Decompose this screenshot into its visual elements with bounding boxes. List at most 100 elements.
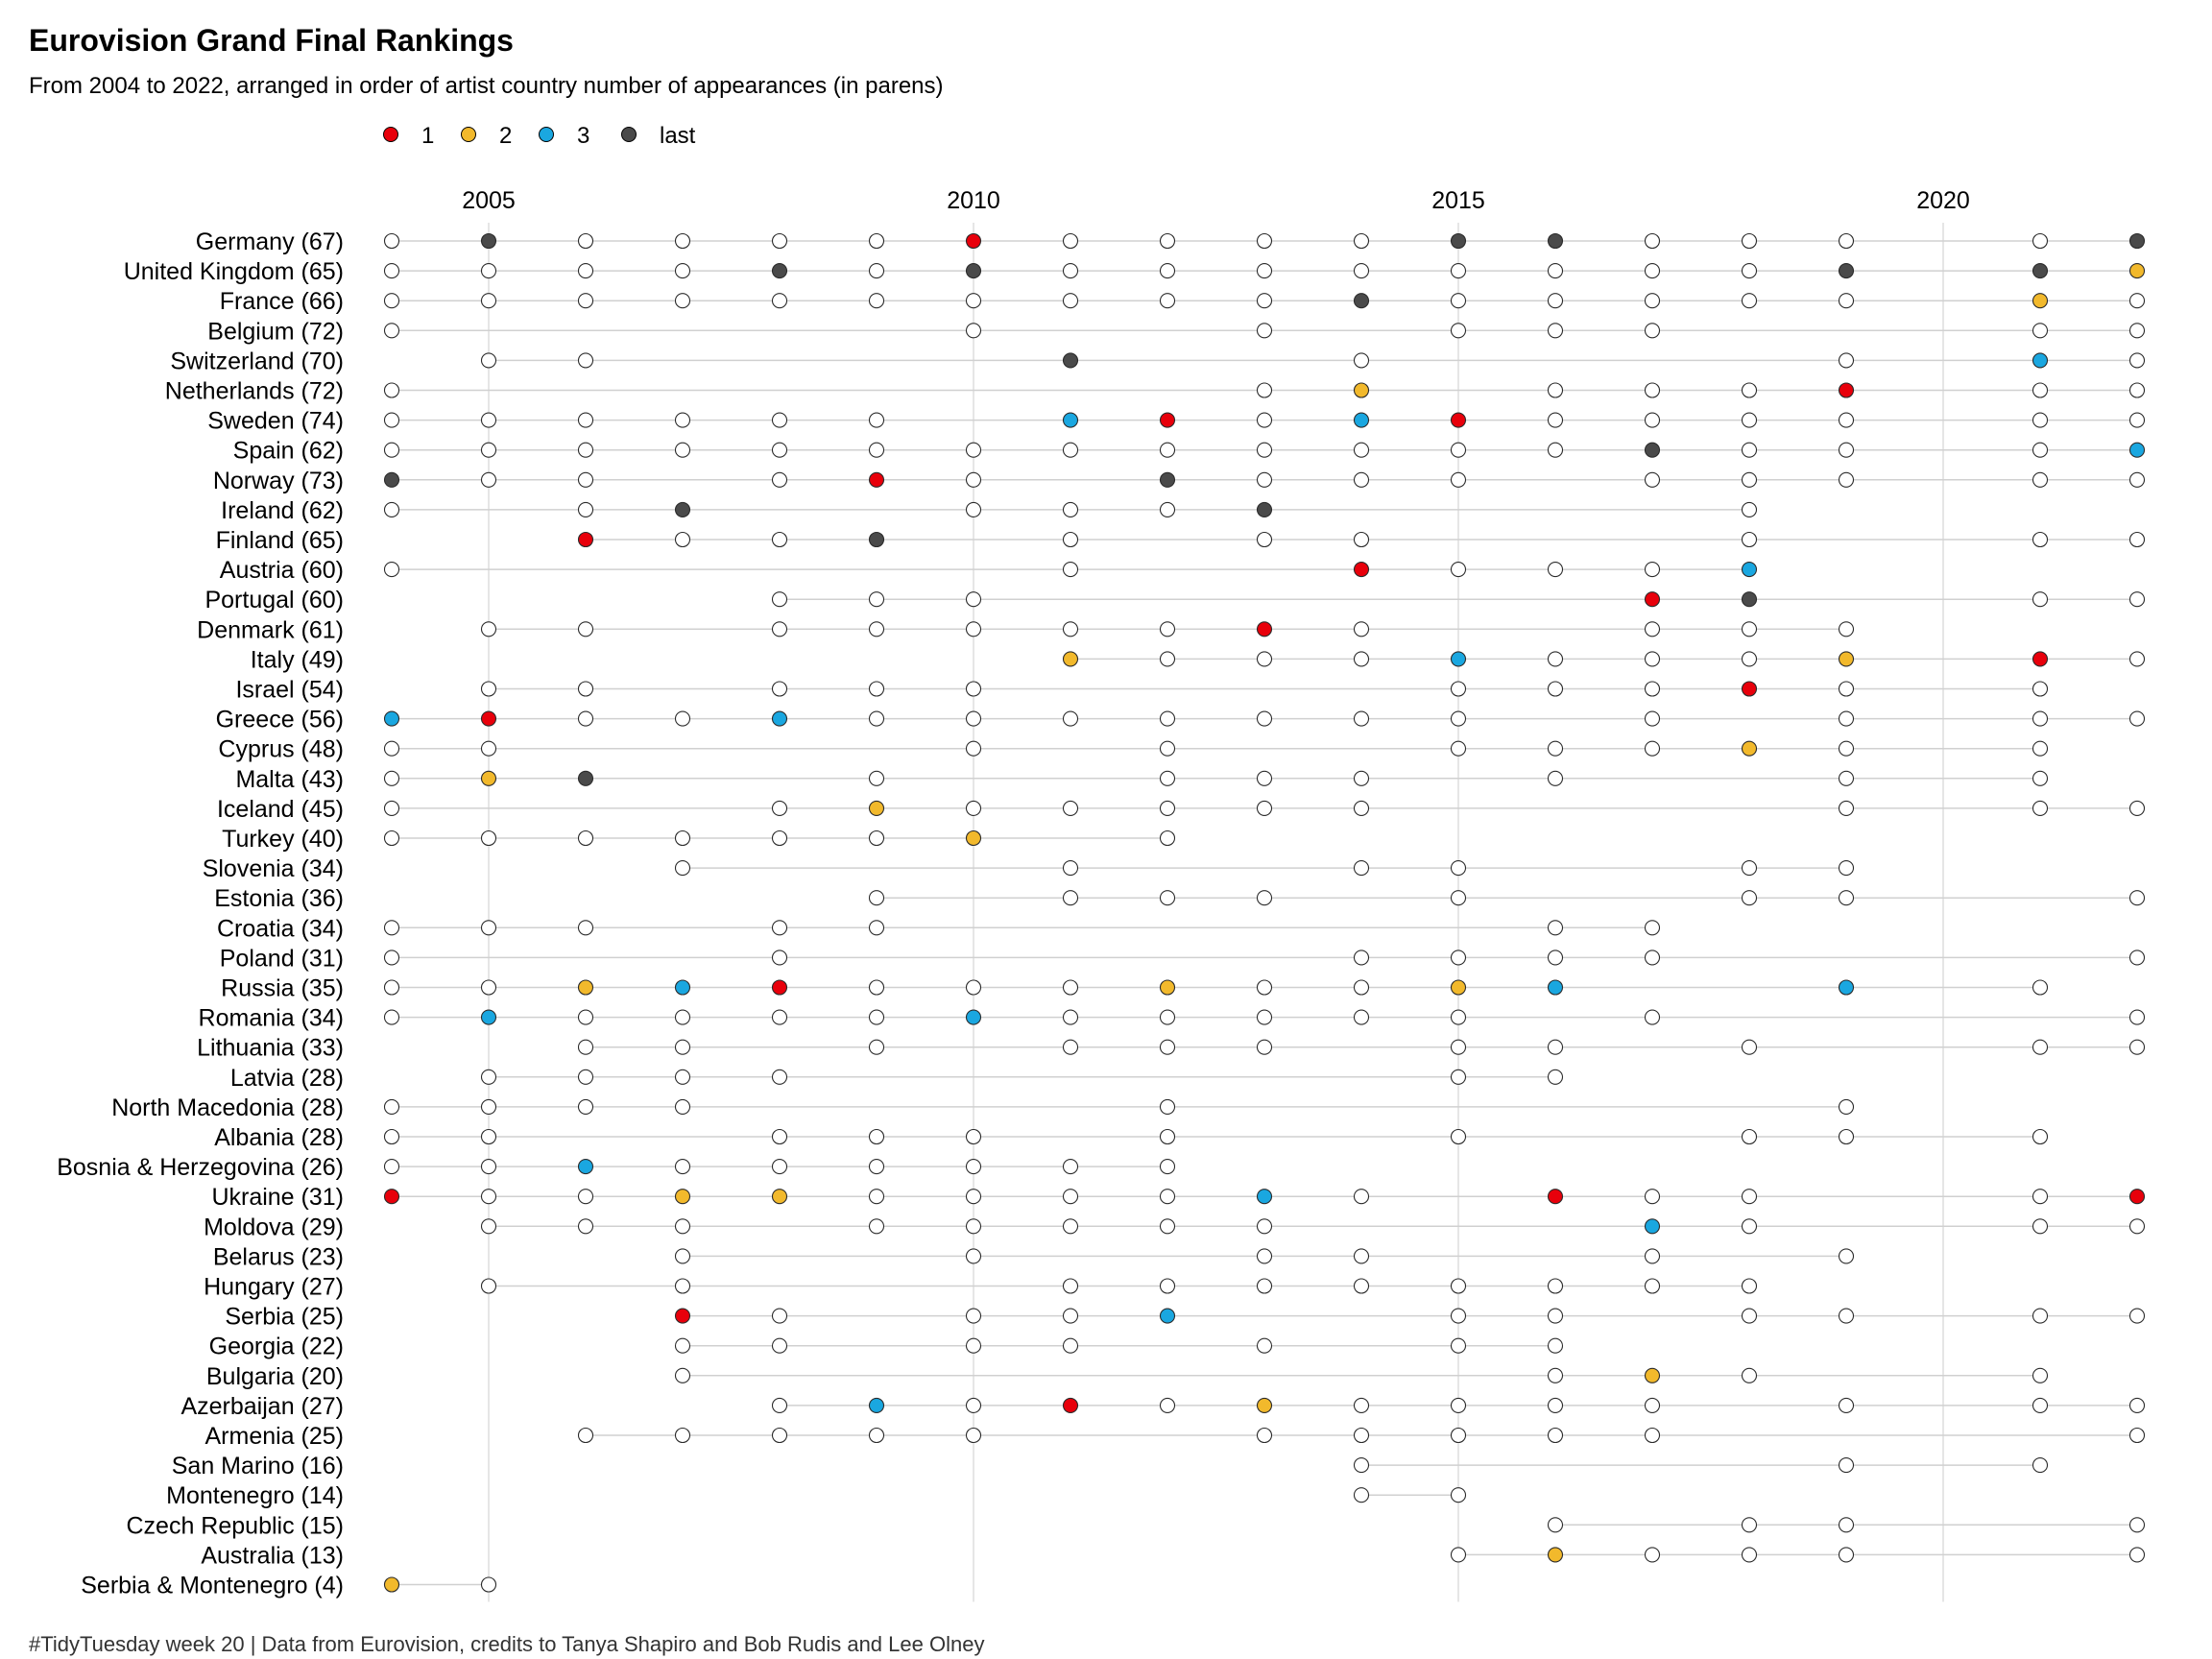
result-point-2006	[577, 1098, 594, 1115]
result-point-2019	[1838, 621, 1855, 637]
result-point-2015	[1450, 1128, 1467, 1145]
result-point-2017	[1644, 621, 1661, 637]
country-row: Serbia (25)	[225, 1304, 2146, 1331]
result-point-2016	[1547, 1337, 1564, 1354]
result-point-2004	[383, 1159, 400, 1175]
result-point-2019	[1838, 1308, 1855, 1324]
result-point-2008	[771, 681, 788, 697]
result-point-2012	[1159, 232, 1176, 250]
country-row: Hungary (27)	[204, 1274, 1758, 1301]
result-point-2004	[383, 950, 400, 966]
result-point-2006	[577, 1427, 594, 1444]
result-point-2014	[1353, 770, 1370, 786]
result-point-2016	[1547, 1517, 1564, 1533]
legend-marker	[539, 127, 554, 142]
result-point-2018	[1741, 232, 1758, 250]
result-point-2016	[1547, 1189, 1564, 1205]
result-point-2013	[1256, 651, 1273, 667]
result-point-2014	[1353, 621, 1370, 637]
result-point-2011	[1062, 979, 1079, 996]
result-point-2008	[771, 293, 788, 309]
result-point-2013	[1256, 263, 1273, 279]
result-point-2010	[965, 1159, 982, 1175]
country-label: Albania (28)	[214, 1124, 344, 1151]
result-point-2005	[480, 1159, 497, 1175]
country-label: North Macedonia (28)	[111, 1094, 344, 1121]
result-point-2010	[965, 621, 982, 637]
result-point-2016	[1547, 920, 1564, 936]
result-point-2012	[1159, 1009, 1176, 1025]
result-point-2006	[577, 710, 594, 727]
result-point-2011	[1062, 562, 1079, 578]
result-point-2004	[383, 830, 400, 847]
result-point-2008	[771, 591, 788, 608]
result-point-2007	[674, 1278, 691, 1294]
country-row: Latvia (28)	[230, 1065, 1564, 1092]
result-point-2022	[2128, 800, 2146, 816]
result-point-2009	[868, 920, 885, 936]
result-point-2014	[1353, 232, 1370, 250]
result-point-2010	[965, 591, 982, 608]
result-point-2017	[1644, 710, 1661, 727]
result-point-2009	[868, 681, 885, 697]
result-point-2019	[1838, 1547, 1855, 1563]
result-point-2010	[965, 830, 982, 847]
result-point-2013	[1256, 501, 1273, 517]
result-point-2005	[480, 232, 497, 250]
result-point-2011	[1062, 232, 1079, 250]
result-point-2014	[1353, 1009, 1370, 1025]
result-point-2014	[1353, 1487, 1370, 1503]
result-point-2019	[1838, 800, 1855, 816]
country-label: Moldova (29)	[204, 1214, 344, 1240]
legend-label: last	[660, 123, 696, 149]
result-point-2010	[965, 1248, 982, 1264]
result-point-2017	[1644, 471, 1661, 488]
result-point-2017	[1644, 293, 1661, 309]
country-row: Armenia (25)	[205, 1423, 2146, 1450]
country-label: Slovenia (34)	[203, 855, 344, 882]
result-point-2010	[965, 1009, 982, 1025]
result-point-2011	[1062, 352, 1079, 369]
result-point-2018	[1741, 1189, 1758, 1205]
country-row: Turkey (40)	[222, 826, 1176, 853]
result-point-2012	[1159, 800, 1176, 816]
result-point-2008	[771, 1397, 788, 1413]
result-point-2008	[771, 263, 788, 279]
chart-caption: #TidyTuesday week 20 | Data from Eurovis…	[29, 1632, 985, 1656]
result-point-2007	[674, 293, 691, 309]
country-row: Cyprus (48)	[218, 736, 2049, 763]
result-point-2017	[1644, 232, 1661, 250]
result-point-2018	[1741, 860, 1758, 877]
result-point-2012	[1159, 1218, 1176, 1235]
result-point-2022	[2128, 1039, 2146, 1055]
result-point-2016	[1547, 293, 1564, 309]
country-label: Serbia (25)	[225, 1304, 344, 1331]
result-point-2011	[1062, 1337, 1079, 1354]
country-label: Romania (34)	[199, 1005, 344, 1032]
result-point-2012	[1159, 740, 1176, 757]
result-point-2011	[1062, 1189, 1079, 1205]
result-point-2009	[868, 979, 885, 996]
result-point-2021	[2032, 1457, 2049, 1474]
result-point-2017	[1644, 950, 1661, 966]
result-point-2021	[2032, 979, 2049, 996]
result-point-2012	[1159, 1397, 1176, 1413]
result-point-2016	[1547, 442, 1564, 458]
result-point-2004	[383, 920, 400, 936]
result-point-2017	[1644, 1397, 1661, 1413]
result-point-2008	[771, 830, 788, 847]
result-point-2018	[1741, 562, 1758, 578]
result-point-2010	[965, 323, 982, 339]
result-point-2009	[868, 232, 885, 250]
result-point-2007	[674, 1337, 691, 1354]
legend-marker	[461, 127, 476, 142]
result-point-2013	[1256, 800, 1273, 816]
country-label: Montenegro (14)	[166, 1482, 344, 1509]
country-row: San Marino (16)	[172, 1453, 2049, 1479]
result-point-2016	[1547, 232, 1564, 250]
country-row: Czech Republic (15)	[127, 1512, 2146, 1539]
result-point-2019	[1838, 740, 1855, 757]
result-point-2022	[2128, 1517, 2146, 1533]
country-label: Netherlands (72)	[165, 378, 344, 405]
country-label: Latvia (28)	[230, 1065, 344, 1092]
